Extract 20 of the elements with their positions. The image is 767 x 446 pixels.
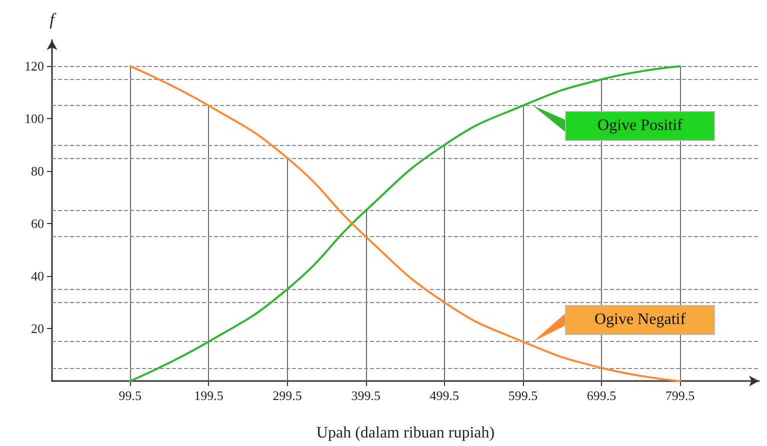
x-tick-label: 99.5 — [118, 388, 142, 403]
y-axis-title: f — [50, 10, 57, 29]
legend-label: Ogive Positif — [598, 116, 682, 135]
y-tick-label: 120 — [24, 58, 44, 74]
y-tick-label: 60 — [31, 216, 44, 232]
label-box: Ogive Positif — [565, 110, 715, 141]
label-box: Ogive Negatif — [565, 304, 715, 335]
x-tick-label: 499.5 — [430, 388, 460, 403]
x-tick-label: 799.5 — [665, 388, 695, 403]
y-tick-label: 80 — [31, 164, 44, 179]
x-tick-label: 299.5 — [272, 388, 302, 403]
x-tick-label: 699.5 — [586, 388, 616, 403]
y-tick-label: 100 — [24, 111, 44, 126]
y-tick-label: 40 — [31, 268, 44, 284]
x-tick-label: 399.5 — [351, 388, 380, 403]
legend-label: Ogive Negatif — [594, 310, 686, 329]
y-tick-label: 20 — [31, 321, 44, 336]
x-axis-title: Upah (dalam ribuan rupiah) — [316, 424, 495, 442]
x-tick-label: 199.5 — [194, 388, 224, 403]
x-tick-label: 599.5 — [508, 388, 538, 403]
